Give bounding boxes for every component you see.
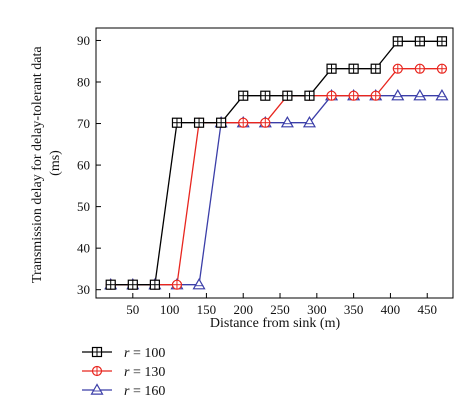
data-point [348,63,359,74]
x-tick-label: 350 [344,302,364,317]
data-point [392,36,403,47]
data-point [370,63,381,74]
data-point [435,88,449,101]
x-axis-label: Distance from sink (m) [210,316,341,331]
data-point [192,277,206,290]
series-line [110,40,442,286]
x-tick-label: 50 [126,302,139,317]
y-tick-label: 80 [77,75,90,90]
legend-item: r = 160 [82,383,165,399]
legend-label-variable: r [124,365,130,380]
legend-label-value: = 160 [129,384,165,399]
data-point [348,90,359,101]
y-axis-label-line-1: Transmission delay for delay-tolerant da… [30,46,45,283]
y-tick-label: 60 [77,158,90,173]
data-point [171,279,183,290]
data-point [326,63,337,74]
legend-label: r = 100 [124,346,165,361]
x-tick-label: 250 [270,302,290,317]
legend-label-value: = 100 [129,346,165,361]
plot-frame [95,27,454,299]
data-point [193,117,205,128]
data-point [105,279,116,290]
legend-marker [91,365,103,377]
y-axis-label-line-2: (ms) [48,150,63,176]
legend-label-variable: r [124,346,130,361]
data-point [414,63,425,74]
legend-item: r = 100 [82,346,165,361]
data-point [238,117,249,128]
data-point [149,279,160,290]
series-layer [104,36,449,290]
legend-marker [90,383,104,395]
legend-label: r = 130 [124,365,165,380]
data-point [326,90,337,101]
y-axis-label: Transmission delay for delay-tolerant da… [30,43,63,283]
legend-item: r = 130 [82,365,165,380]
x-tick-label: 100 [160,302,180,317]
y-tick-label: 30 [77,282,90,297]
x-axis-ticks: 50 100 150 200 250 300 350 400 450 [126,293,437,317]
data-point [282,90,293,101]
data-point [280,115,294,128]
data-point [413,88,427,101]
data-point [392,63,403,74]
x-tick-label: 300 [307,302,327,317]
data-point [302,115,316,128]
y-tick-label: 50 [77,199,90,214]
legend-marker [91,346,103,358]
x-tick-label: 200 [233,302,253,317]
legend-label: r = 160 [124,384,165,399]
x-tick-label: 150 [197,302,217,317]
data-point [171,117,183,128]
x-tick-label: 400 [381,302,401,317]
data-point [304,90,315,101]
data-point [436,63,448,74]
legend-label-value: = 130 [129,365,165,380]
y-tick-label: 40 [77,241,90,256]
y-axis-ticks: 30 40 50 60 70 80 90 [77,33,101,297]
data-point [238,90,249,101]
data-point [436,36,448,47]
x-tick-label: 450 [417,302,437,317]
data-point [414,36,425,47]
data-point [260,117,271,128]
data-point [260,90,271,101]
data-point [370,90,381,101]
data-point [216,117,227,128]
data-point [391,88,405,101]
series-line [110,68,442,286]
y-tick-label: 70 [77,116,90,131]
y-tick-label: 90 [77,33,90,48]
legend-label-variable: r [124,384,130,399]
data-point [127,279,138,290]
series-line [110,95,442,286]
